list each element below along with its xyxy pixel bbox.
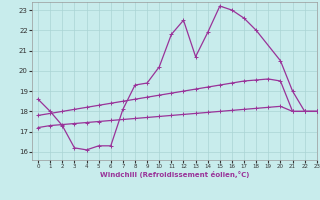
X-axis label: Windchill (Refroidissement éolien,°C): Windchill (Refroidissement éolien,°C) <box>100 171 249 178</box>
